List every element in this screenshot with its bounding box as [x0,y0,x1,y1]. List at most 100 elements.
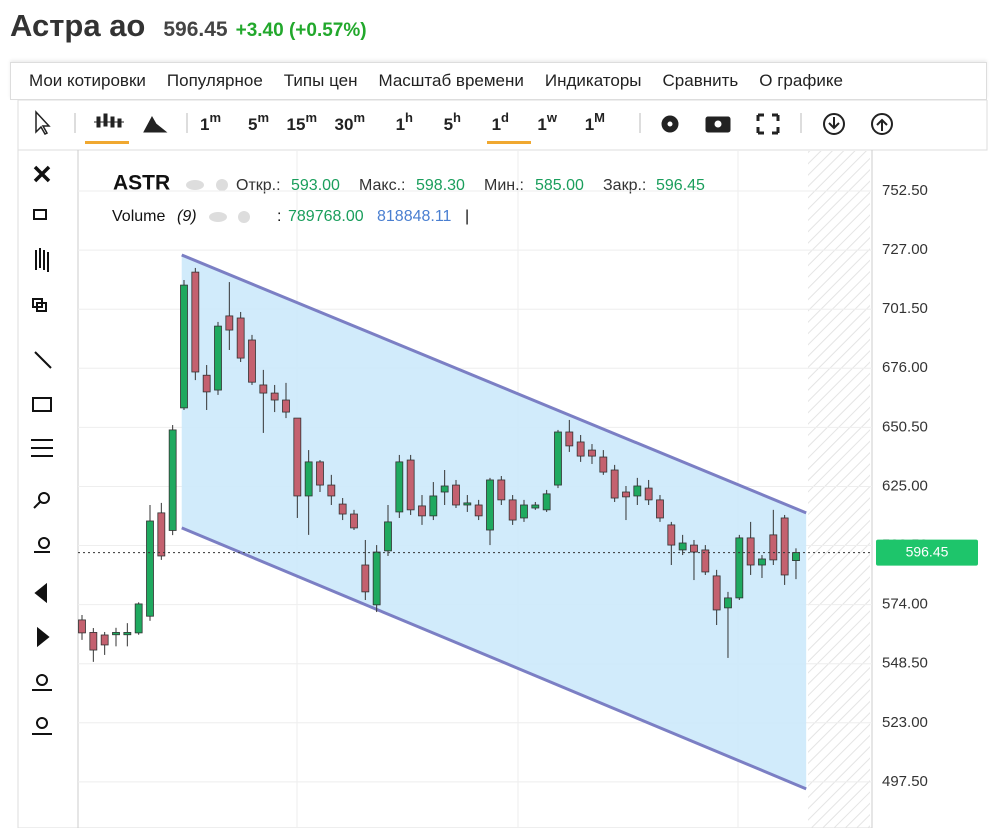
symbol: ASTR [113,172,170,195]
menu-item[interactable]: Мои котировки [29,71,146,90]
y-tick-label: 548.50 [882,655,928,672]
candle-body [678,542,687,551]
cursor-icon[interactable] [35,110,51,135]
candle-body [554,431,562,486]
toolbar-icons [35,110,893,144]
high-label: Макс.: [359,177,405,194]
candle-body [248,339,256,383]
timeframe-unit: m [353,110,365,125]
candle-body [599,456,608,473]
timeframe-unit: h [453,110,461,125]
candle-body [497,479,506,501]
candle-body [610,469,619,499]
area-icon[interactable] [143,115,168,133]
volume-label: Volume [112,208,165,225]
candle-body [384,521,392,552]
menu-item[interactable]: Масштаб времени [378,71,524,90]
candle-body [633,485,642,497]
y-tick-label: 497.50 [882,773,928,790]
close-label: Закр.: [603,177,646,194]
scroll-left[interactable] [34,582,47,604]
scroll-right[interactable] [37,626,50,648]
tool[interactable] [35,248,49,272]
timeframe[interactable]: 5h [444,110,461,134]
timeframe-unit: m [209,110,221,125]
timeframe[interactable]: 1w [537,110,557,134]
candles-icon[interactable] [94,113,124,128]
tool[interactable] [33,209,47,220]
cursor-text: | [465,208,469,225]
upload-icon[interactable] [871,113,893,135]
candle-body [576,441,585,457]
timeframe-unit: h [405,110,413,125]
candle-body [452,484,460,506]
timeframe-unit: M [594,110,605,125]
tool[interactable] [32,397,52,412]
timeframe[interactable]: 1h [396,110,413,134]
remove-tool[interactable] [33,165,51,183]
candle-body [395,461,404,513]
menu-item[interactable]: Индикаторы [544,71,642,90]
candle-body [293,417,302,497]
tool[interactable] [31,439,53,457]
candle-body [520,504,528,519]
timeframe[interactable]: 5m [248,110,269,134]
change: +3.40 (+0.57%) [235,20,367,41]
candle-body [180,284,188,409]
y-tick-label: 676.00 [882,359,928,376]
future-area [808,151,870,828]
last-price-label: 596.45 [906,543,949,559]
candle-body [316,461,324,486]
candle-body [508,499,517,521]
candle-body [746,537,755,566]
candle-body [202,374,211,393]
candle-body [372,551,381,606]
volume-value: 818848.11 [377,208,452,225]
timeframe[interactable]: 15m [287,110,317,134]
volume-period: (9) [177,208,197,225]
candle-body [123,632,132,636]
y-tick-label: 523.00 [882,714,928,731]
fullscreen-icon[interactable] [756,113,780,135]
menu-bar: Мои котировки Популярное Типы цен Масштаб в… [10,62,987,100]
tool[interactable] [36,717,48,729]
title: Астра ао [10,8,146,43]
candle-body [712,575,721,611]
candle-body [350,513,358,529]
candle-body [656,499,664,519]
menu-item[interactable]: О графике [759,71,843,90]
menu-item[interactable]: Сравнить [662,71,739,90]
candle-body [486,479,494,531]
low-value: 585.00 [535,177,584,194]
timeframe[interactable]: 30m [335,110,365,134]
candle-body [701,549,710,573]
candle-body [157,512,166,557]
tool[interactable] [36,674,48,686]
tool[interactable] [34,351,52,369]
zoom-in[interactable] [38,492,50,504]
last-price-box [876,539,978,566]
candle-body [735,537,744,599]
candle-body [89,632,98,651]
zoom-out[interactable] [38,537,50,549]
timeframe[interactable]: 1d [492,110,509,134]
menu-item[interactable]: Популярное [166,71,263,90]
timeframe[interactable]: 1M [585,110,605,134]
channel-fill [181,254,807,789]
candle-body [622,491,630,498]
candle-body [565,431,574,447]
menu-item[interactable]: Типы цен [283,71,358,90]
candle-body [168,429,177,531]
candle-body [270,392,279,401]
download-icon[interactable] [823,113,845,135]
high-value: 598.30 [416,177,465,194]
open-label: Откр.: [236,177,281,194]
y-tick-label: 650.50 [882,418,928,435]
candle-body [134,603,143,634]
timeframe-unit: d [501,110,509,125]
timeframe-number: 15 [287,115,306,134]
timeframe[interactable]: 1m [200,110,221,134]
y-tick-label: 727.00 [882,241,928,258]
timeframe-number: 30 [335,115,354,134]
